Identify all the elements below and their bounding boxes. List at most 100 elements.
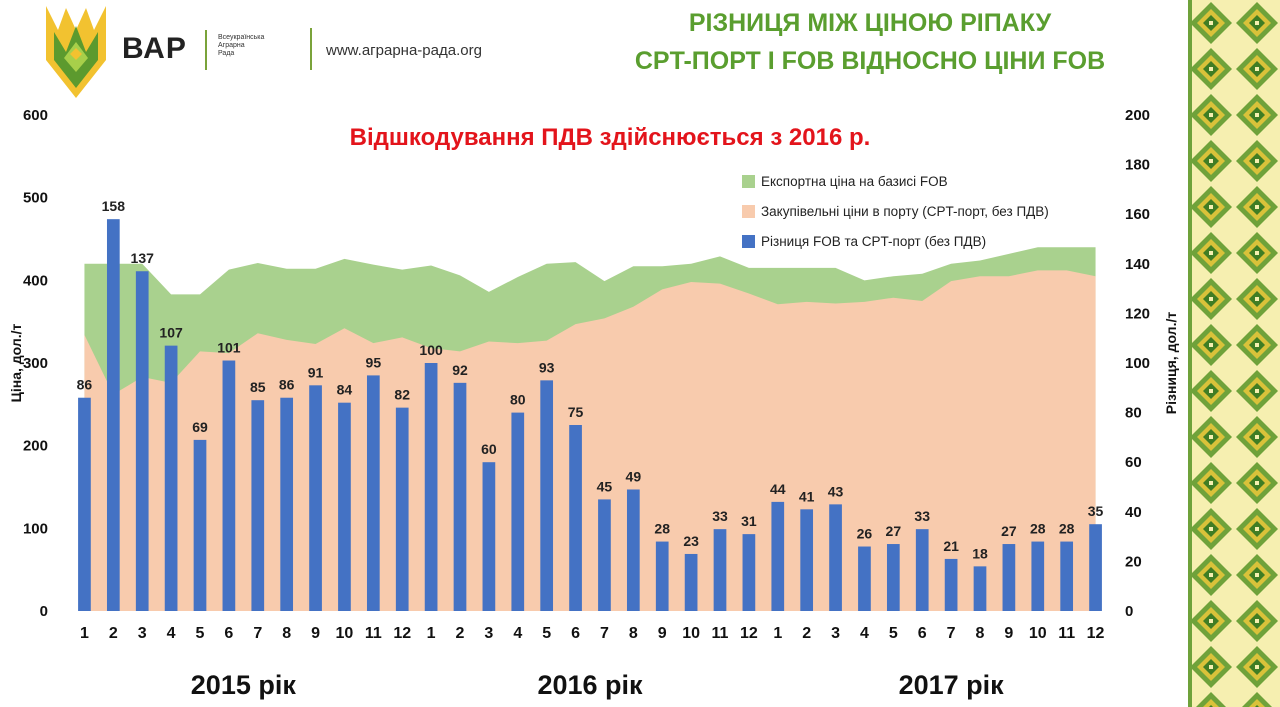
legend-item-fob: Експортна ціна на базисі FOB	[742, 166, 1049, 196]
x-tick-16: 5	[542, 625, 551, 642]
year-label-0: 2015 рік	[191, 670, 297, 700]
legend-swatch-fob	[742, 174, 755, 188]
page-title: РІЗНИЦЯ МІЖ ЦІНОЮ РІПАКУ CPT-ПОРТ І FOB …	[560, 4, 1180, 80]
bar-label-23: 31	[741, 513, 757, 529]
x-tick-35: 12	[1087, 625, 1105, 642]
bar-label-13: 92	[452, 362, 468, 378]
bar-label-6: 85	[250, 379, 266, 395]
bar-diff-17	[569, 425, 582, 611]
bar-diff-22	[713, 529, 727, 611]
bar-label-16: 93	[539, 359, 555, 375]
y2-tick-0: 0	[1125, 603, 1133, 620]
y-axis-label: Ціна, дол./т	[8, 323, 24, 402]
bar-label-34: 28	[1059, 521, 1075, 537]
x-tick-19: 8	[629, 625, 638, 642]
bar-label-32: 27	[1001, 523, 1017, 539]
y2-tick-200: 200	[1125, 107, 1150, 124]
y2-tick-100: 100	[1125, 355, 1150, 372]
bar-diff-11	[395, 407, 409, 611]
x-tick-9: 10	[336, 625, 354, 642]
bar-diff-10	[366, 375, 380, 611]
bar-label-11: 82	[394, 387, 410, 403]
x-tick-27: 4	[860, 625, 869, 642]
bar-diff-35	[1089, 524, 1102, 611]
bar-diff-9	[338, 402, 351, 611]
x-tick-33: 10	[1029, 625, 1047, 642]
x-tick-15: 4	[513, 625, 522, 642]
bar-label-33: 28	[1030, 521, 1046, 537]
bar-label-30: 21	[943, 538, 959, 554]
bar-diff-6	[251, 400, 265, 611]
bar-diff-19	[626, 489, 640, 611]
x-tick-31: 8	[976, 625, 985, 642]
bar-label-22: 33	[712, 508, 728, 524]
bar-diff-4	[193, 439, 207, 611]
x-tick-32: 9	[1004, 625, 1013, 642]
bar-diff-33	[1031, 541, 1045, 611]
x-tick-18: 7	[600, 625, 609, 642]
bar-diff-25	[800, 509, 814, 611]
bar-label-4: 69	[192, 419, 208, 435]
trident-wheat-icon	[46, 6, 106, 98]
y-tick-0: 0	[40, 603, 48, 620]
bar-diff-2	[135, 271, 149, 611]
legend: Експортна ціна на базисі FOB Закупівельн…	[742, 166, 1049, 256]
bar-diff-5	[222, 360, 236, 611]
x-tick-2: 3	[138, 625, 147, 642]
x-tick-34: 11	[1058, 625, 1075, 642]
y-tick-200: 200	[23, 438, 48, 455]
bar-label-28: 27	[886, 523, 902, 539]
bar-label-9: 84	[337, 382, 353, 398]
legend-swatch-diff	[742, 234, 755, 248]
x-tick-1: 2	[109, 625, 118, 642]
bar-label-35: 35	[1088, 503, 1104, 519]
y2-tick-20: 20	[1125, 553, 1142, 570]
website-link[interactable]: www.аграрна-рада.org	[326, 42, 482, 59]
y2-axis-label: Різниця, дол./т	[1163, 312, 1179, 415]
bar-label-31: 18	[972, 545, 988, 561]
y2-tick-80: 80	[1125, 405, 1142, 422]
bar-label-29: 33	[914, 508, 930, 524]
x-tick-24: 1	[773, 625, 782, 642]
bar-label-3: 107	[159, 325, 183, 341]
x-tick-21: 10	[682, 625, 700, 642]
bar-diff-13	[453, 382, 467, 611]
x-tick-5: 6	[224, 625, 233, 642]
bar-diff-30	[944, 558, 958, 611]
bar-diff-8	[309, 385, 322, 611]
bar-diff-0	[78, 397, 91, 611]
y2-tick-160: 160	[1125, 206, 1150, 223]
x-tick-17: 6	[571, 625, 580, 642]
bar-diff-21	[684, 553, 698, 611]
embroidery-ornament-icon	[1188, 0, 1280, 707]
x-tick-28: 5	[889, 625, 898, 642]
x-tick-12: 1	[427, 625, 436, 642]
y2-tick-120: 120	[1125, 305, 1150, 322]
brand-name: ВАР	[122, 32, 187, 65]
x-tick-8: 9	[311, 625, 320, 642]
bar-label-2: 137	[131, 250, 155, 266]
y2-tick-180: 180	[1125, 157, 1150, 174]
bar-diff-18	[598, 499, 611, 611]
brand-subtitle: Всеукраїнська Аграрна Рада	[218, 34, 265, 57]
bar-diff-28	[886, 544, 900, 611]
y-tick-600: 600	[23, 107, 48, 124]
bar-diff-7	[280, 397, 294, 611]
bar-diff-31	[973, 566, 987, 611]
y-tick-400: 400	[23, 272, 48, 289]
x-tick-10: 11	[365, 625, 382, 642]
bar-label-21: 23	[683, 533, 699, 549]
bar-label-15: 80	[510, 392, 526, 408]
x-tick-4: 5	[196, 625, 205, 642]
x-tick-14: 3	[484, 625, 493, 642]
bar-diff-27	[858, 546, 871, 611]
bar-diff-34	[1060, 541, 1074, 611]
x-tick-26: 3	[831, 625, 840, 642]
x-tick-30: 7	[947, 625, 956, 642]
bar-label-14: 60	[481, 441, 497, 457]
bar-label-12: 100	[419, 342, 443, 358]
bar-diff-14	[482, 462, 496, 611]
title-line-1: РІЗНИЦЯ МІЖ ЦІНОЮ РІПАКУ	[688, 9, 1052, 37]
brand-divider	[205, 30, 207, 70]
